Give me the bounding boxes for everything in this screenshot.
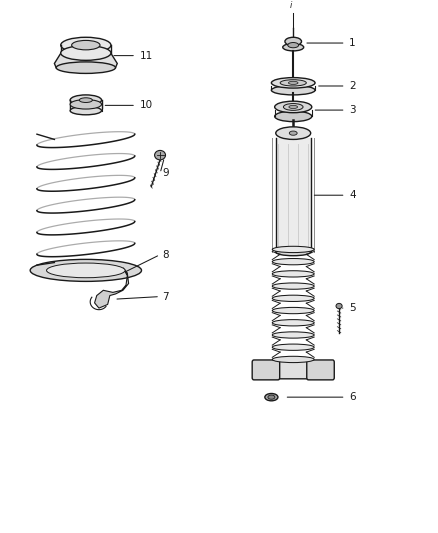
Ellipse shape	[336, 303, 342, 309]
Ellipse shape	[288, 43, 299, 48]
Text: 8: 8	[162, 249, 169, 260]
Bar	[276, 139, 311, 252]
Ellipse shape	[61, 46, 111, 60]
Text: i: i	[290, 1, 292, 10]
Ellipse shape	[30, 260, 141, 281]
Ellipse shape	[289, 106, 297, 109]
Text: 1: 1	[349, 38, 356, 48]
Text: 11: 11	[140, 51, 153, 61]
Text: 10: 10	[140, 100, 153, 110]
Text: 6: 6	[349, 392, 356, 402]
Text: 2: 2	[349, 81, 356, 91]
Ellipse shape	[56, 62, 116, 74]
Text: 3: 3	[349, 105, 356, 115]
Text: 5: 5	[349, 303, 356, 313]
Ellipse shape	[275, 111, 312, 122]
Ellipse shape	[70, 107, 102, 115]
Ellipse shape	[272, 344, 314, 350]
Ellipse shape	[283, 44, 304, 51]
Ellipse shape	[272, 295, 314, 302]
Ellipse shape	[70, 100, 102, 109]
Ellipse shape	[272, 259, 314, 265]
Ellipse shape	[46, 263, 125, 278]
Ellipse shape	[275, 101, 312, 112]
Polygon shape	[54, 53, 117, 68]
Ellipse shape	[272, 283, 314, 289]
Ellipse shape	[272, 78, 315, 88]
Polygon shape	[95, 268, 129, 308]
Ellipse shape	[265, 393, 278, 401]
FancyBboxPatch shape	[252, 360, 280, 380]
Ellipse shape	[61, 37, 111, 53]
Ellipse shape	[272, 320, 314, 326]
Ellipse shape	[272, 271, 314, 277]
Ellipse shape	[283, 103, 303, 110]
Ellipse shape	[70, 95, 102, 106]
Text: 7: 7	[162, 292, 169, 302]
Ellipse shape	[272, 308, 314, 314]
Ellipse shape	[155, 150, 166, 160]
Ellipse shape	[268, 395, 275, 399]
Ellipse shape	[79, 98, 92, 102]
Ellipse shape	[272, 332, 314, 338]
Ellipse shape	[276, 248, 311, 256]
Text: 9: 9	[162, 168, 169, 179]
Ellipse shape	[272, 246, 314, 253]
Ellipse shape	[72, 41, 100, 50]
FancyBboxPatch shape	[307, 360, 334, 380]
Ellipse shape	[288, 81, 298, 84]
Ellipse shape	[280, 80, 306, 86]
Ellipse shape	[272, 356, 314, 362]
Ellipse shape	[285, 37, 301, 46]
Ellipse shape	[272, 85, 315, 95]
FancyBboxPatch shape	[276, 361, 311, 379]
Ellipse shape	[289, 131, 297, 135]
Text: 4: 4	[349, 190, 356, 200]
Ellipse shape	[276, 127, 311, 140]
